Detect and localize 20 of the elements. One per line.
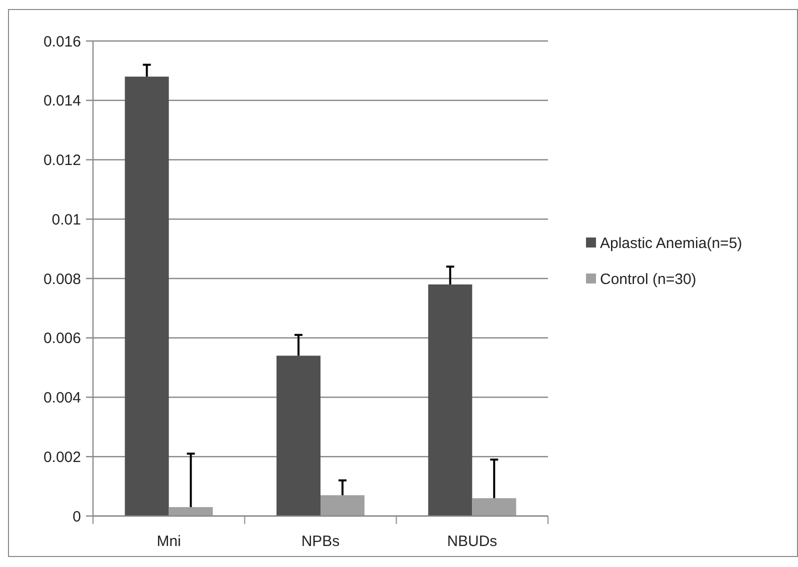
- y-tick-label: 0.004: [43, 390, 81, 406]
- bar: [276, 356, 320, 516]
- bar: [428, 284, 472, 516]
- legend-label: Control (n=30): [600, 270, 696, 288]
- bar: [168, 507, 213, 516]
- bar: [472, 498, 516, 516]
- legend-label: Aplastic Anemia(n=5): [600, 234, 742, 252]
- y-tick-label: 0.002: [43, 448, 81, 466]
- y-tick-label: 0.008: [43, 270, 81, 288]
- y-tick-label: 0.006: [43, 330, 81, 348]
- y-tick-label: 0.012: [43, 152, 81, 169]
- x-tick-label: NBUDs: [447, 533, 498, 550]
- y-tick-label: 0.01: [52, 211, 81, 228]
- x-tick-label: NPBs: [301, 533, 340, 550]
- bar: [124, 76, 169, 516]
- bar: [320, 495, 364, 516]
- x-tick-label: Mni: [156, 533, 181, 550]
- y-tick-label: 0: [72, 508, 81, 526]
- y-tick-label: 0.016: [43, 33, 81, 50]
- y-tick-label: 0.014: [43, 92, 81, 110]
